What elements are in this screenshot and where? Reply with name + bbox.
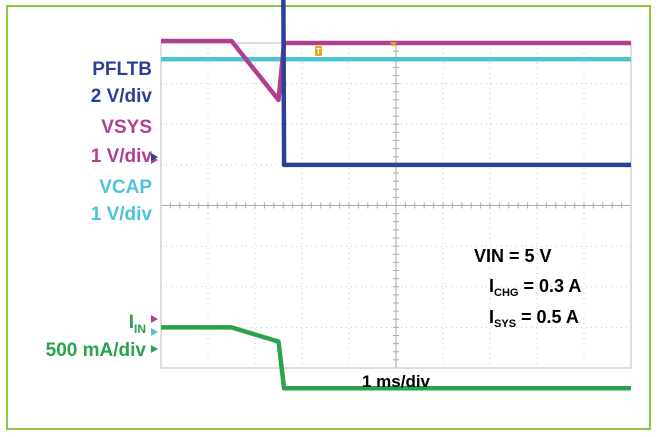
condition-isys-prefix: I: [489, 307, 494, 327]
trigger-marker: [315, 46, 322, 56]
pfltb-label: PFLTB: [92, 59, 152, 80]
condition-ichg: ICHG = 0.3 A: [489, 276, 581, 299]
condition-ichg-sub: CHG: [494, 287, 518, 299]
vcap-scale-label: 1 V/div: [91, 204, 153, 225]
condition-isys-sub: SYS: [494, 318, 516, 330]
iin-label-subscript: IN: [134, 322, 146, 336]
trigger-marker-label: T: [316, 47, 321, 56]
iin-ground-marker-2: [151, 328, 158, 336]
trace-pfltb: [281, 0, 631, 168]
pfltb-scale-label: 2 V/div: [91, 86, 153, 107]
x-axis-label: 1 ms/div: [362, 372, 431, 391]
trace-i: [161, 325, 631, 391]
iin-label: IIN: [129, 312, 146, 336]
vsys-scale-label: 1 V/div: [91, 146, 153, 167]
condition-vin: VIN = 5 V: [474, 246, 552, 266]
iin-scale-label: 500 mA/div: [46, 340, 147, 361]
iin-ground-marker-3: [151, 345, 158, 353]
condition-isys: ISYS = 0.5 A: [489, 307, 579, 330]
condition-ichg-prefix: I: [489, 276, 494, 296]
iin-ground-marker-1: [151, 315, 158, 323]
scope-traces: [161, 0, 631, 391]
pfltb-ground-marker: [151, 153, 158, 161]
trace-vsys: [161, 38, 631, 103]
vsys-label: VSYS: [101, 117, 152, 138]
condition-isys-value: = 0.5 A: [516, 307, 579, 327]
vcap-label: VCAP: [99, 177, 152, 198]
trigger-position-marker: [390, 42, 397, 47]
iin-label-main: I: [129, 312, 134, 333]
condition-ichg-value: = 0.3 A: [518, 276, 581, 296]
